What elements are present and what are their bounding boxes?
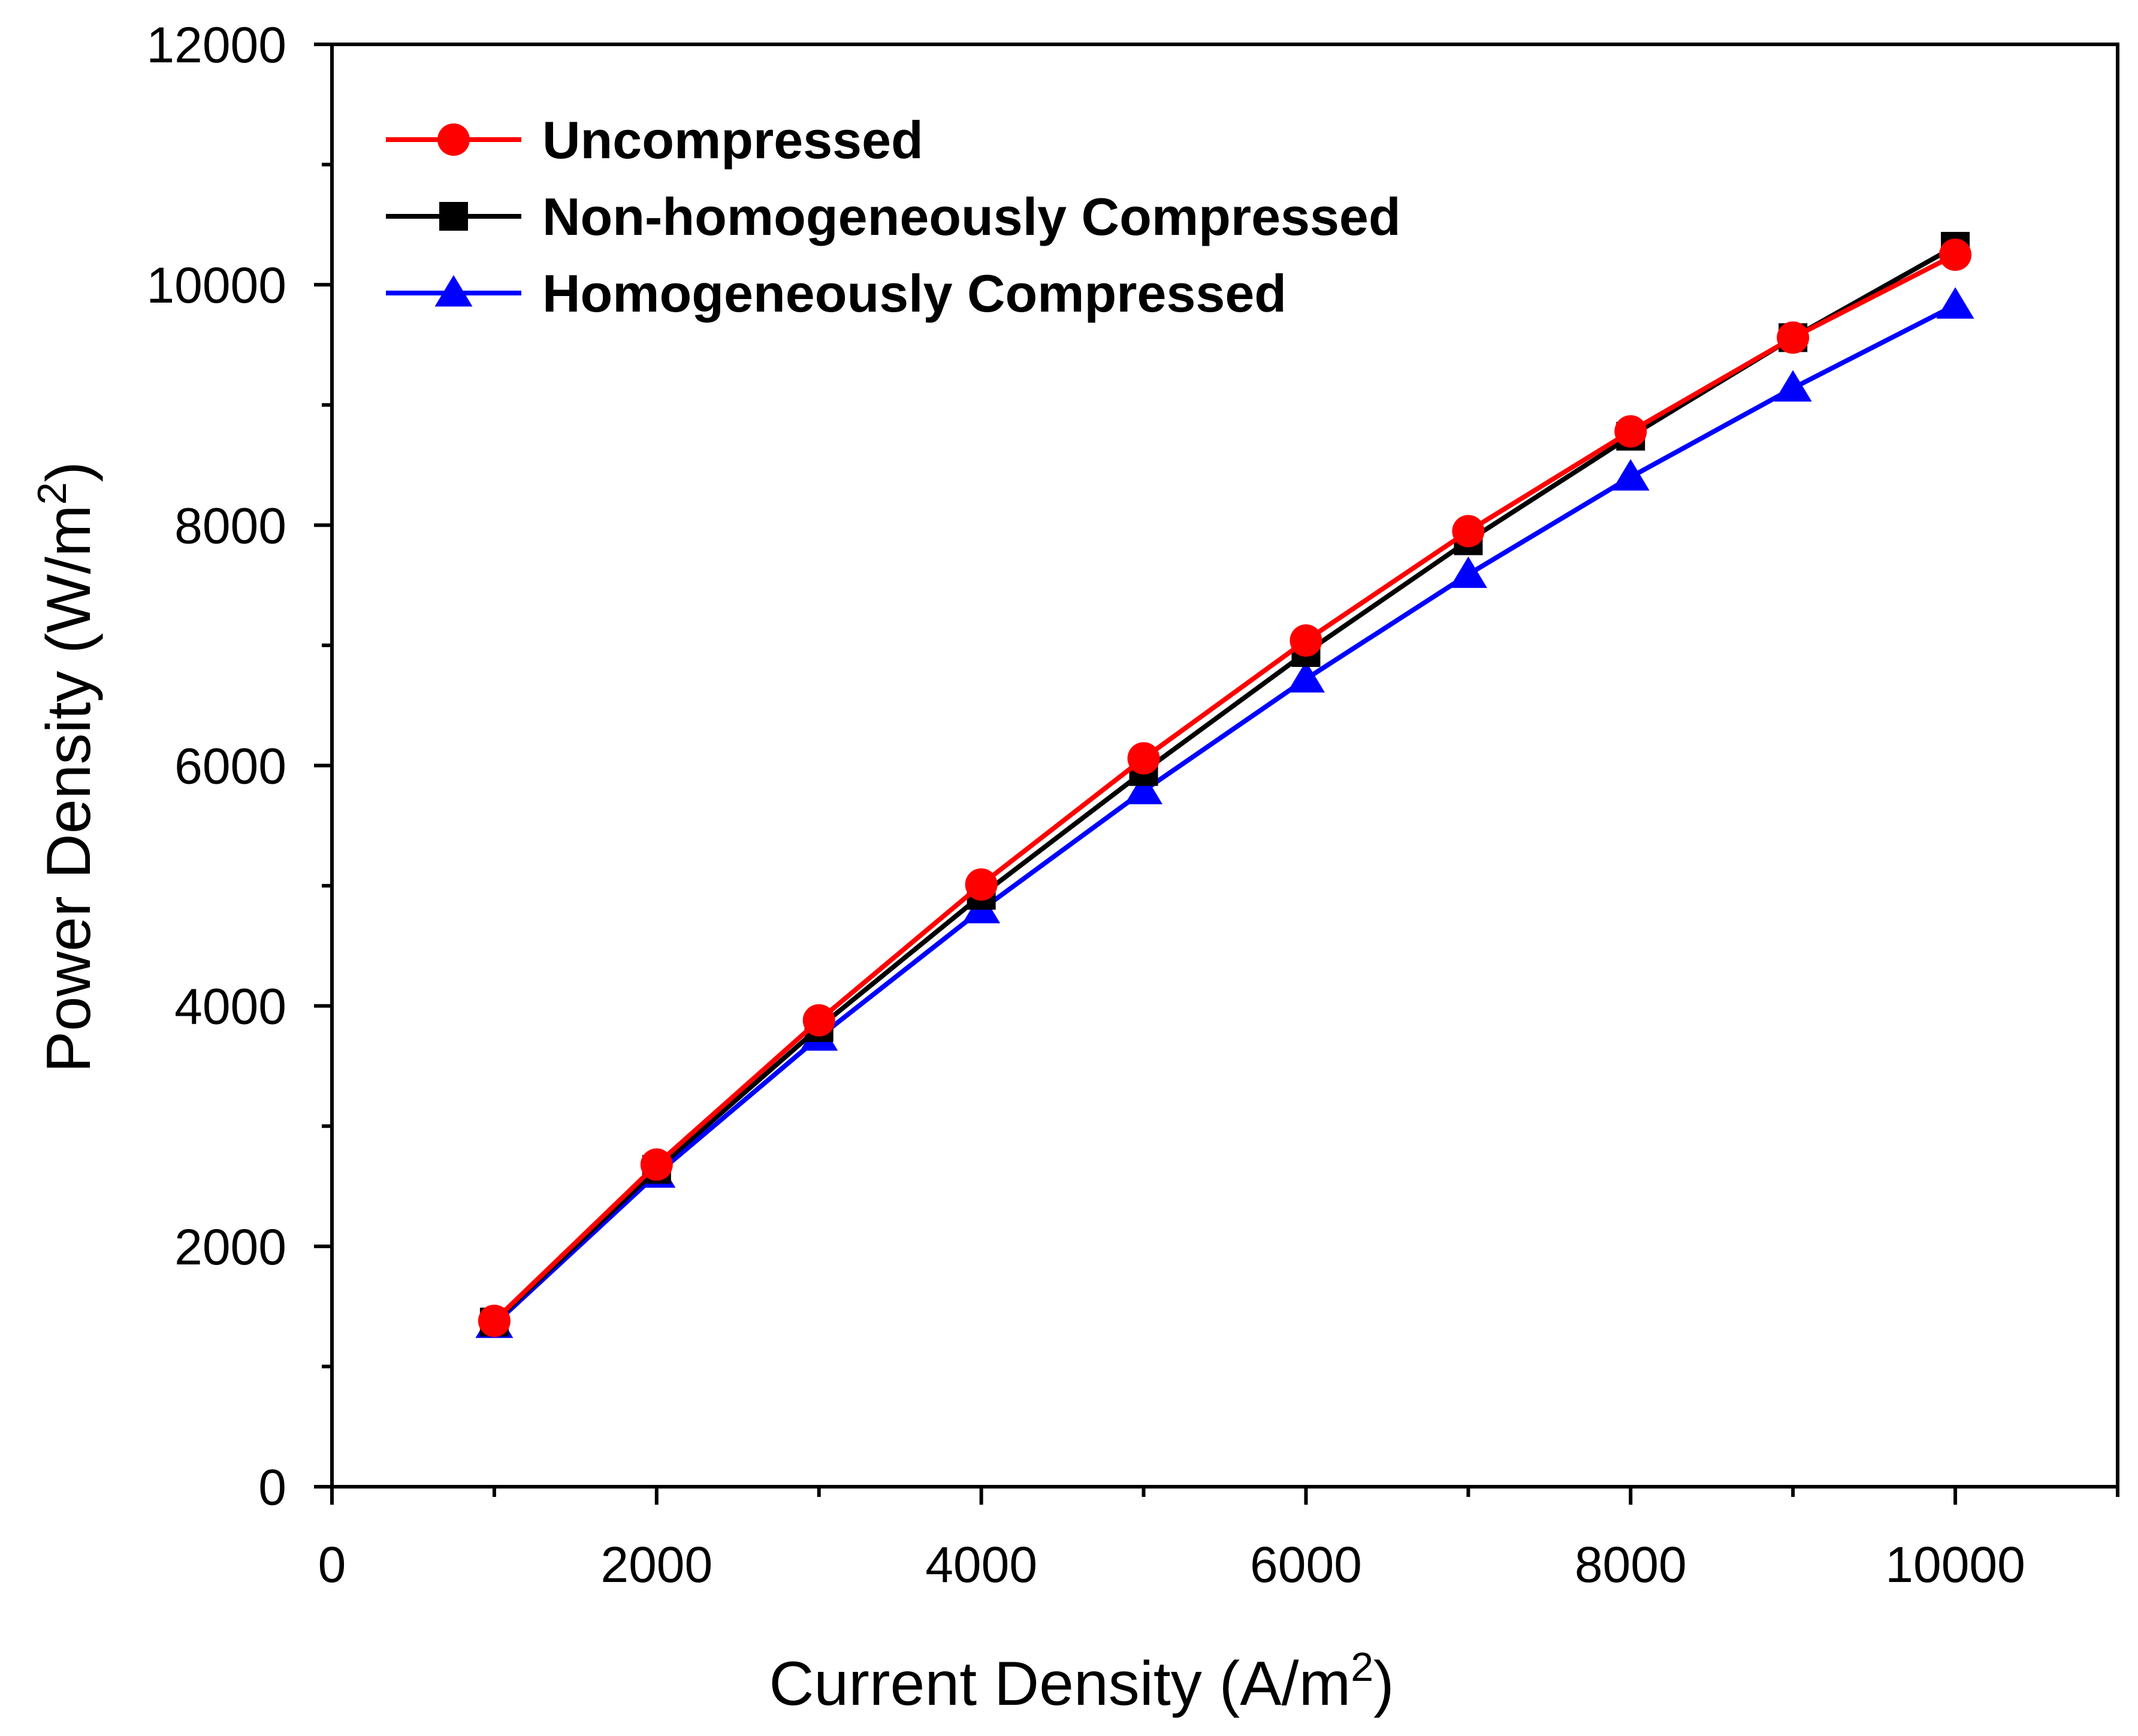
- data-point: [1127, 742, 1160, 775]
- legend-label: Non-homogeneously Compressed: [542, 187, 1401, 246]
- series-non-homogeneously-compressed: [479, 231, 1970, 1337]
- x-tick-label: 4000: [925, 1536, 1037, 1593]
- x-axis-ticks: 0 2000 4000 6000 8000 10000: [318, 1487, 2119, 1593]
- data-point: [802, 1004, 835, 1037]
- y-tick-label: 4000: [174, 979, 286, 1035]
- legend-marker: [439, 202, 468, 231]
- y-tick-label: 2000: [174, 1219, 286, 1275]
- legend-item-uncompressed: Uncompressed: [386, 110, 923, 170]
- legend-label: Uncompressed: [542, 110, 923, 170]
- data-point: [1125, 772, 1163, 805]
- series-line: [493, 252, 1956, 1323]
- y-axis-ticks: 0 2000 4000 6000 8000 10000 12000: [146, 17, 332, 1515]
- y-tick-label: 12000: [146, 17, 286, 73]
- data-point: [1452, 515, 1485, 548]
- x-tick-label: 0: [318, 1536, 346, 1593]
- data-point: [1611, 459, 1650, 491]
- data-point: [478, 1305, 511, 1338]
- x-tick-label: 8000: [1575, 1536, 1687, 1593]
- data-point: [1287, 661, 1325, 693]
- series-uncompressed: [478, 238, 1972, 1338]
- x-tick-label: 10000: [1885, 1536, 2025, 1593]
- series-homogeneously-compressed: [475, 287, 1974, 1338]
- data-point: [1936, 287, 1974, 319]
- data-point: [640, 1148, 673, 1181]
- data-point: [1290, 624, 1322, 657]
- x-tick-label: 6000: [1250, 1536, 1362, 1593]
- legend-item-homogeneously-compressed: Homogeneously Compressed: [386, 264, 1287, 323]
- data-point: [1614, 415, 1647, 448]
- legend-marker: [434, 275, 473, 307]
- legend-marker: [437, 123, 470, 156]
- data-point: [1449, 556, 1487, 588]
- x-tick-label: 2000: [600, 1536, 712, 1593]
- y-tick-label: 8000: [174, 497, 286, 554]
- legend-item-non-homogeneously-compressed: Non-homogeneously Compressed: [386, 187, 1401, 246]
- data-point: [965, 868, 998, 901]
- data-point: [1939, 238, 1972, 271]
- x-axis-title: Current Density (A/m2): [769, 1644, 1394, 1719]
- series-line: [493, 303, 1956, 1327]
- data-point: [1774, 370, 1812, 402]
- plot-frame: [330, 43, 2119, 1489]
- legend-label: Homogeneously Compressed: [542, 264, 1287, 323]
- series-line: [493, 244, 1957, 1324]
- y-tick-label: 10000: [146, 257, 286, 313]
- y-axis-title: Power Density (W/m2): [29, 461, 104, 1073]
- y-tick-label: 0: [258, 1459, 286, 1515]
- series-layer: [475, 231, 1974, 1338]
- y-tick-label: 6000: [174, 738, 286, 795]
- data-point: [1777, 321, 1810, 354]
- legend: Uncompressed Non-homogeneously Compressed…: [386, 110, 1401, 323]
